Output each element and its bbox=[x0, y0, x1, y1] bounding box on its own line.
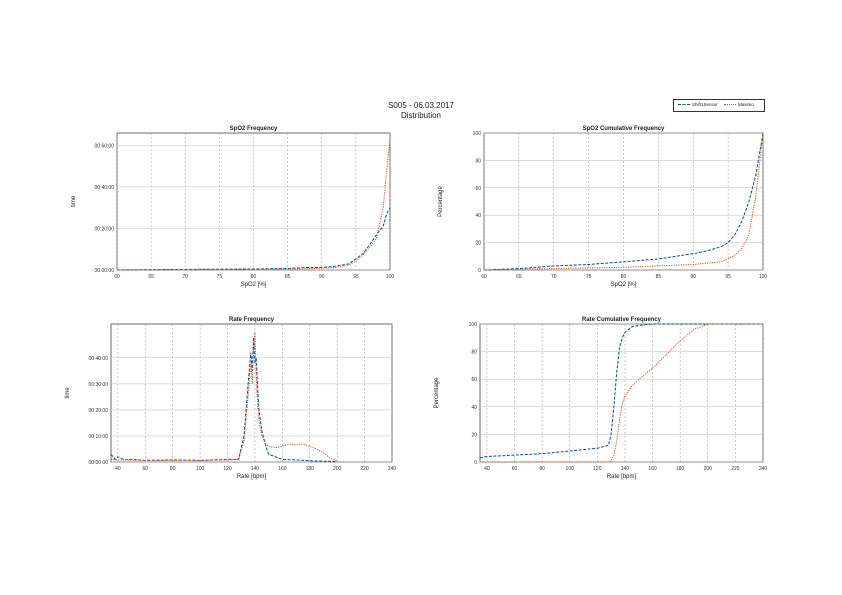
spo2-cumulative-ylabel: Percentage bbox=[438, 186, 444, 217]
rate-cumulative-xtick-label: 140 bbox=[621, 466, 630, 472]
rate-cumulative-ylabel: Percentage bbox=[434, 377, 440, 408]
spo2-cumulative-xtick-label: 80 bbox=[621, 274, 627, 280]
figure-subtitle: Distribution bbox=[400, 111, 441, 120]
spo2-frequency-xtick-label: 60 bbox=[114, 274, 120, 280]
spo2-cumulative-title: SpO2 Cumulative Frequency bbox=[583, 126, 665, 132]
spo2-cumulative-xlabel: SpO2 [%] bbox=[611, 282, 637, 288]
rate-frequency-xtick-label: 140 bbox=[251, 466, 260, 472]
spo2-frequency-ylabel: time bbox=[71, 195, 77, 207]
spo2-frequency-xtick-label: 65 bbox=[148, 274, 154, 280]
spo2-frequency-ytick-label: 00:40:00 bbox=[95, 185, 115, 191]
legend: Shift1Sensor Masimo bbox=[673, 99, 765, 112]
rate-cumulative-ytick-label: 60 bbox=[471, 377, 477, 383]
rate-cumulative-xtick-label: 200 bbox=[704, 466, 713, 472]
rate-cumulative-title: Rate Cumulative Frequency bbox=[582, 317, 662, 323]
spo2-frequency-ytick-label: 00:20:00 bbox=[95, 227, 115, 233]
spo2-frequency-ytick-label: 00:60:00 bbox=[95, 143, 115, 149]
rate-cumulative-xtick-label: 180 bbox=[676, 466, 685, 472]
rate-cumulative-xtick-label: 220 bbox=[731, 466, 740, 472]
legend-label-masimo: Masimo bbox=[738, 102, 754, 107]
rate-frequency-title: Rate Frequency bbox=[229, 317, 275, 323]
rate-cumulative-series-shift1sensor-line bbox=[479, 323, 763, 459]
spo2-frequency-xtick-label: 95 bbox=[353, 274, 359, 280]
rate-frequency-xtick-label: 160 bbox=[278, 466, 287, 472]
spo2-frequency-ytick-label: 00:00:00 bbox=[95, 268, 115, 274]
figure-title: S005 - 06.03.2017 bbox=[388, 101, 454, 110]
rate-cumulative-ytick-label: 100 bbox=[469, 322, 478, 328]
legend-swatch-shift1sensor bbox=[678, 104, 690, 105]
spo2-cumulative-chart: 60 65 70 75 80 85 90 95 100 0 20 40 60 80 100 SpO2 Cumu… bbox=[438, 126, 767, 288]
rate-frequency-chart: 40 60 80 100 120 140 160 180 200 220 240 00:00:00 00… bbox=[65, 317, 396, 480]
rate-frequency-xtick-label: 80 bbox=[170, 466, 176, 472]
legend-item-masimo: Masimo bbox=[724, 102, 754, 107]
legend-item-shift1sensor: Shift1Sensor bbox=[678, 102, 718, 107]
rate-frequency-ylabel: time bbox=[65, 387, 71, 399]
rate-cumulative-xtick-label: 60 bbox=[512, 466, 518, 472]
rate-frequency-ytick-label: 00:40:00 bbox=[89, 356, 109, 362]
spo2-cumulative-ytick-label: 80 bbox=[475, 158, 481, 164]
spo2-cumulative-xtick-label: 60 bbox=[481, 274, 487, 280]
legend-swatch-masimo bbox=[724, 104, 736, 105]
spo2-cumulative-xtick-label: 85 bbox=[656, 274, 662, 280]
rate-cumulative-xtick-label: 120 bbox=[593, 466, 602, 472]
rate-frequency-xtick-label: 240 bbox=[388, 466, 397, 472]
rate-cumulative-xtick-label: 80 bbox=[539, 466, 545, 472]
rate-frequency-xtick-label: 200 bbox=[333, 466, 342, 472]
rate-cumulative-plot-area bbox=[479, 323, 764, 463]
rate-frequency-ytick-label: 00:30:00 bbox=[89, 382, 109, 388]
rate-cumulative-ytick-label: 80 bbox=[471, 350, 477, 356]
legend-label-shift1sensor: Shift1Sensor bbox=[692, 102, 718, 107]
rate-cumulative-ytick-label: 20 bbox=[471, 432, 477, 438]
rate-frequency-ytick-label: 00:20:00 bbox=[89, 408, 109, 414]
rate-cumulative-xlabel: Rate [bpm] bbox=[607, 474, 637, 480]
spo2-cumulative-xtick-label: 75 bbox=[586, 274, 592, 280]
rate-frequency-xtick-label: 40 bbox=[115, 466, 121, 472]
rate-frequency-xtick-label: 60 bbox=[142, 466, 148, 472]
spo2-frequency-xtick-label: 90 bbox=[319, 274, 325, 280]
rate-cumulative-ytick-label: 40 bbox=[471, 405, 477, 411]
rate-frequency-xtick-label: 120 bbox=[223, 466, 232, 472]
spo2-frequency-xtick-label: 100 bbox=[386, 274, 395, 280]
rate-frequency-xtick-label: 100 bbox=[196, 466, 205, 472]
spo2-cumulative-xtick-label: 95 bbox=[725, 274, 731, 280]
rate-cumulative-xtick-label: 40 bbox=[484, 466, 490, 472]
spo2-frequency-title: SpO2 Frequency bbox=[230, 126, 278, 132]
rate-cumulative-xtick-label: 240 bbox=[759, 466, 768, 472]
rate-frequency-plot-area bbox=[110, 323, 393, 463]
spo2-frequency-xtick-label: 80 bbox=[251, 274, 257, 280]
rate-cumulative-series-masimo-line bbox=[480, 323, 763, 463]
rate-frequency-xtick-label: 220 bbox=[360, 466, 369, 472]
spo2-cumulative-ytick-label: 0 bbox=[478, 268, 481, 274]
spo2-cumulative-xtick-label: 90 bbox=[690, 274, 696, 280]
spo2-cumulative-ytick-label: 60 bbox=[475, 186, 481, 192]
spo2-cumulative-ytick-label: 20 bbox=[475, 241, 481, 247]
spo2-frequency-chart: 60 65 70 75 80 85 90 95 100 00:00:00 00:20:00 00:40… bbox=[71, 126, 394, 288]
rate-frequency-xtick-label: 180 bbox=[306, 466, 315, 472]
spo2-cumulative-series-shift1sensor-line bbox=[483, 132, 764, 271]
rate-cumulative-xtick-label: 160 bbox=[648, 466, 657, 472]
rate-cumulative-xtick-label: 100 bbox=[566, 466, 575, 472]
spo2-cumulative-ytick-label: 100 bbox=[473, 131, 482, 137]
spo2-frequency-xlabel: SpO2 [%] bbox=[241, 282, 267, 288]
spo2-cumulative-xtick-label: 65 bbox=[516, 274, 522, 280]
spo2-frequency-xtick-label: 85 bbox=[285, 274, 291, 280]
spo2-cumulative-series-masimo-line bbox=[483, 132, 764, 271]
rate-frequency-xlabel: Rate [bpm] bbox=[237, 474, 267, 480]
rate-frequency-ytick-label: 00:00:00 bbox=[89, 460, 109, 466]
spo2-frequency-xtick-label: 75 bbox=[217, 274, 223, 280]
rate-frequency-ytick-label: 00:10:00 bbox=[89, 434, 109, 440]
spo2-cumulative-xtick-label: 70 bbox=[551, 274, 557, 280]
spo2-cumulative-xtick-label: 100 bbox=[759, 274, 768, 280]
spo2-frequency-xtick-label: 70 bbox=[182, 274, 188, 280]
rate-cumulative-ytick-label: 0 bbox=[474, 460, 477, 466]
spo2-cumulative-ytick-label: 40 bbox=[475, 213, 481, 219]
rate-cumulative-chart: 40 60 80 100 120 140 160 180 200 220 240 0 20 40 60 80 1… bbox=[434, 317, 767, 480]
spo2-frequency-series-shift1sensor-line bbox=[116, 207, 391, 271]
